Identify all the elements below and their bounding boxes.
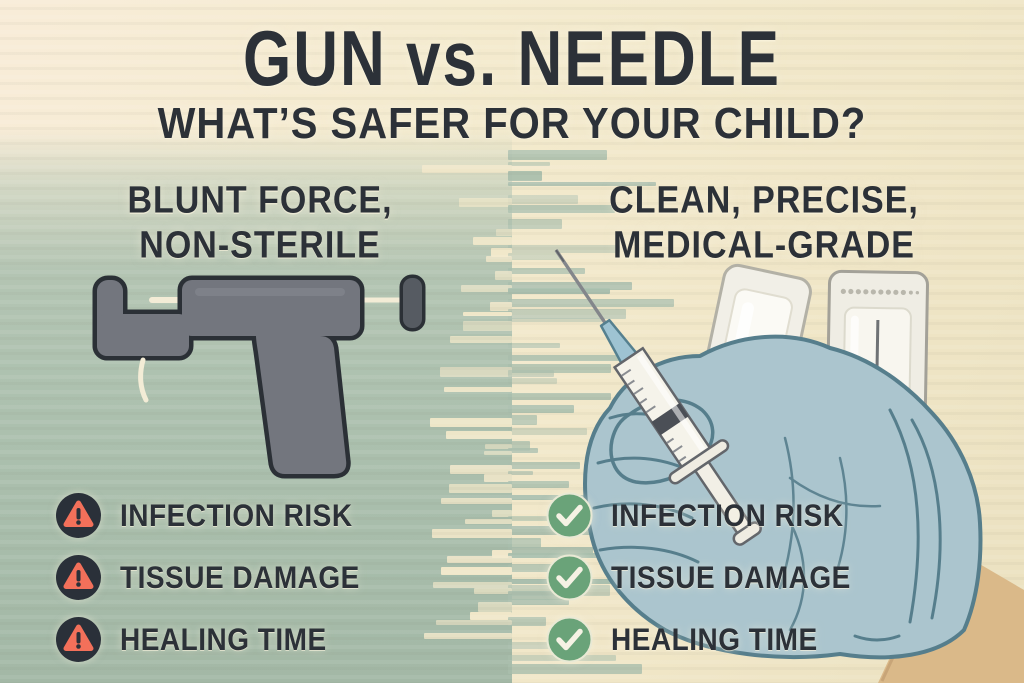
piercing-gun-illustration — [70, 274, 426, 485]
list-item: TISSUE DAMAGE — [546, 554, 851, 601]
list-item: INFECTION RISK — [546, 492, 851, 539]
risk-label: INFECTION RISK — [120, 497, 353, 533]
hanging-earring-wire — [138, 357, 149, 403]
right-heading-line1: CLEAN, PRECISE, — [609, 179, 919, 222]
right-heading-line2: MEDICAL-GRADE — [613, 224, 915, 267]
glitch-bar — [508, 538, 541, 548]
benefit-label: INFECTION RISK — [611, 497, 844, 533]
left-heading-line2: NON-STERILE — [139, 224, 381, 267]
warning-icon — [56, 555, 101, 600]
check-icon — [546, 616, 593, 663]
right-column-heading: CLEAN, PRECISE, MEDICAL-GRADE — [534, 178, 994, 268]
syringe-graduation-marks — [621, 368, 687, 463]
syringe-plunger-end — [732, 521, 762, 546]
glove-back-creases — [778, 436, 882, 632]
gun-risk-list: INFECTION RISK TISSUE DAMAGE HEALING TIM… — [55, 492, 360, 663]
glitch-bar — [508, 415, 537, 425]
list-item: HEALING TIME — [55, 616, 360, 663]
needle-benefit-list: INFECTION RISK TISSUE DAMAGE HEALING TIM… — [546, 492, 851, 663]
list-item: TISSUE DAMAGE — [55, 554, 360, 601]
list-item: HEALING TIME — [546, 616, 851, 663]
list-item: INFECTION RISK — [55, 492, 360, 539]
gun-body-highlight — [195, 288, 345, 296]
poster-subtitle: WHAT’S SAFER FOR YOUR CHILD? — [157, 100, 867, 148]
warning-icon — [56, 493, 101, 538]
risk-label: TISSUE DAMAGE — [120, 559, 360, 595]
glitch-bar — [508, 150, 607, 160]
left-column-heading: BLUNT FORCE, NON-STERILE — [30, 178, 490, 268]
glitch-bar — [508, 448, 538, 453]
check-icon — [546, 554, 593, 601]
package-perforation-dots — [840, 288, 920, 296]
benefit-label: TISSUE DAMAGE — [611, 559, 851, 595]
warning-icon — [56, 617, 101, 662]
poster-title: GUN vs. NEEDLE — [243, 16, 781, 103]
glitch-bar — [508, 162, 550, 166]
glove-cuff-folds — [853, 408, 942, 642]
left-heading-line1: BLUNT FORCE, — [127, 179, 393, 222]
benefit-label: HEALING TIME — [611, 621, 818, 657]
gloved-hand-syringe-illustration — [554, 249, 1024, 683]
risk-label: HEALING TIME — [120, 621, 327, 657]
check-icon — [546, 492, 593, 539]
